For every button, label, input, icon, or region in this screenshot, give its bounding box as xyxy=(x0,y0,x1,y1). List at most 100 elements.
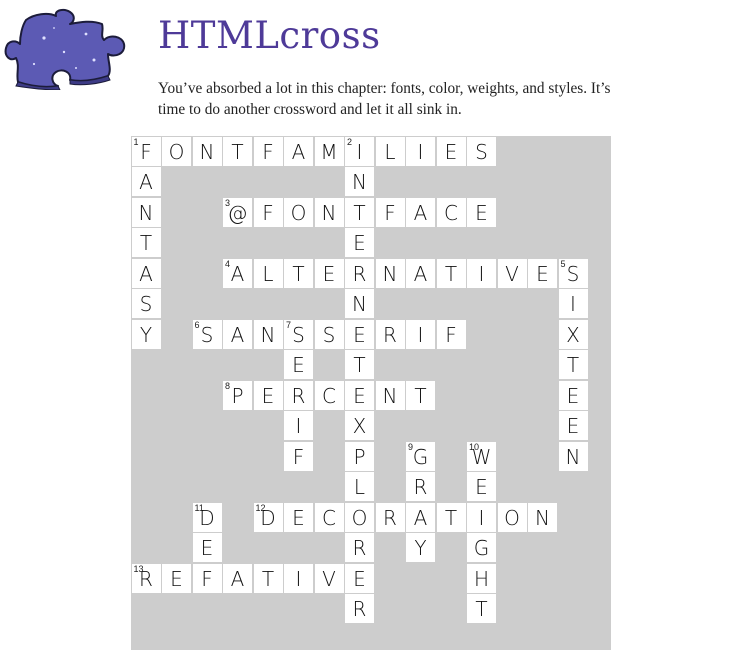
crossword-cell[interactable]: E xyxy=(162,563,191,593)
crossword-cell[interactable]: O xyxy=(284,197,313,227)
crossword-cell[interactable]: T xyxy=(436,258,466,288)
crossword-cell[interactable]: E xyxy=(314,258,344,288)
crossword-cell[interactable]: E xyxy=(345,228,374,257)
crossword-cell[interactable]: A xyxy=(406,258,435,288)
crossword-cell[interactable]: E xyxy=(284,350,313,379)
crossword-cell[interactable]: R xyxy=(345,533,374,562)
crossword-cell[interactable]: A xyxy=(406,502,435,532)
crossword-cell[interactable]: V xyxy=(497,258,527,288)
crossword-cell[interactable]: T xyxy=(436,502,466,532)
crossword-cell[interactable]: R xyxy=(284,380,313,410)
crossword-cell[interactable]: C xyxy=(314,502,344,532)
crossword-cell[interactable]: G xyxy=(467,533,496,562)
crossword-cell[interactable]: X xyxy=(558,319,588,349)
crossword-cell[interactable]: L xyxy=(375,136,405,166)
crossword-cell[interactable]: F xyxy=(375,197,405,227)
crossword-cell[interactable]: T xyxy=(284,258,313,288)
crossword-cell[interactable]: E xyxy=(345,380,374,410)
crossword-cell[interactable]: P xyxy=(345,441,374,471)
crossword-cell[interactable]: N xyxy=(558,441,588,471)
crossword-cell[interactable]: I xyxy=(284,563,313,593)
crossword-cell[interactable]: E xyxy=(467,197,496,227)
crossword-cell[interactable]: 10 W xyxy=(467,441,496,471)
crossword-cell[interactable]: T xyxy=(345,350,374,379)
crossword-cell[interactable]: R xyxy=(406,472,435,501)
crossword-cell[interactable]: O xyxy=(345,502,374,532)
crossword-cell[interactable]: V xyxy=(314,563,344,593)
crossword-cell[interactable]: E xyxy=(558,411,588,440)
crossword-cell[interactable]: Y xyxy=(131,319,161,349)
crossword-cell[interactable]: T xyxy=(131,228,161,257)
crossword-cell[interactable]: E xyxy=(284,502,313,532)
crossword-cell[interactable]: 3 @ xyxy=(223,197,252,227)
crossword-cell[interactable]: L xyxy=(345,472,374,501)
crossword-cell[interactable]: R xyxy=(375,319,405,349)
crossword-cell[interactable]: Y xyxy=(406,533,435,562)
crossword-cell[interactable]: I xyxy=(558,289,588,318)
crossword-cell[interactable]: F xyxy=(284,441,313,471)
crossword-cell[interactable]: N xyxy=(345,289,374,318)
crossword-cell[interactable]: O xyxy=(497,502,527,532)
crossword-cell[interactable]: I xyxy=(406,319,435,349)
crossword-cell[interactable]: T xyxy=(558,350,588,379)
crossword-cell[interactable]: R xyxy=(375,502,405,532)
crossword-cell[interactable]: C xyxy=(436,197,466,227)
crossword-cell[interactable]: N xyxy=(314,197,344,227)
crossword-cell[interactable]: I xyxy=(406,136,435,166)
crossword-cell[interactable]: A xyxy=(406,197,435,227)
crossword-cell[interactable]: S xyxy=(131,289,161,318)
crossword-cell[interactable]: T xyxy=(406,380,435,410)
crossword-cell[interactable]: A xyxy=(131,258,161,288)
crossword-cell[interactable]: R xyxy=(345,594,374,623)
crossword-cell[interactable]: N xyxy=(375,258,405,288)
crossword-cell[interactable]: X xyxy=(345,411,374,440)
crossword-cell[interactable]: E xyxy=(436,136,466,166)
crossword-cell[interactable]: N xyxy=(528,502,557,532)
crossword-cell[interactable]: 12 D xyxy=(253,502,283,532)
crossword-cell[interactable]: A xyxy=(284,136,313,166)
crossword-cell[interactable]: N xyxy=(192,136,222,166)
crossword-cell[interactable]: T xyxy=(223,136,252,166)
crossword-cell[interactable]: C xyxy=(314,380,344,410)
crossword-cell[interactable]: F xyxy=(192,563,222,593)
crossword-cell[interactable]: L xyxy=(253,258,283,288)
crossword-cell[interactable]: S xyxy=(314,319,344,349)
crossword-cell[interactable]: F xyxy=(253,197,283,227)
crossword-cell[interactable]: T xyxy=(253,563,283,593)
crossword-cell[interactable]: T xyxy=(467,594,496,623)
crossword-cell[interactable]: N xyxy=(253,319,283,349)
crossword-cell[interactable]: F xyxy=(253,136,283,166)
crossword-cell[interactable]: E xyxy=(345,319,374,349)
crossword-cell[interactable]: S xyxy=(467,136,496,166)
crossword-cell[interactable]: I xyxy=(467,502,496,532)
crossword-cell[interactable]: 13 R xyxy=(131,563,161,593)
crossword-cell[interactable]: I xyxy=(467,258,496,288)
crossword-cell[interactable]: O xyxy=(162,136,191,166)
crossword-cell[interactable]: E xyxy=(558,380,588,410)
crossword-cell[interactable]: N xyxy=(345,167,374,196)
crossword-cell[interactable]: A xyxy=(131,167,161,196)
crossword-cell[interactable]: M xyxy=(314,136,344,166)
crossword-cell[interactable]: R xyxy=(345,258,374,288)
crossword-cell[interactable]: N xyxy=(375,380,405,410)
crossword-cell[interactable]: N xyxy=(131,197,161,227)
crossword-cell[interactable]: H xyxy=(467,563,496,593)
crossword-cell[interactable]: A xyxy=(223,563,252,593)
crossword-cell[interactable]: F xyxy=(436,319,466,349)
crossword-cell[interactable]: 11 D xyxy=(192,502,222,532)
crossword-cell[interactable]: E xyxy=(528,258,557,288)
crossword-cell[interactable]: E xyxy=(192,533,222,562)
crossword-cell[interactable]: E xyxy=(253,380,283,410)
crossword-cell[interactable]: I xyxy=(284,411,313,440)
crossword-cell[interactable]: A xyxy=(223,319,252,349)
crossword-cell[interactable]: T xyxy=(345,197,374,227)
crossword-cell[interactable]: E xyxy=(345,563,374,593)
